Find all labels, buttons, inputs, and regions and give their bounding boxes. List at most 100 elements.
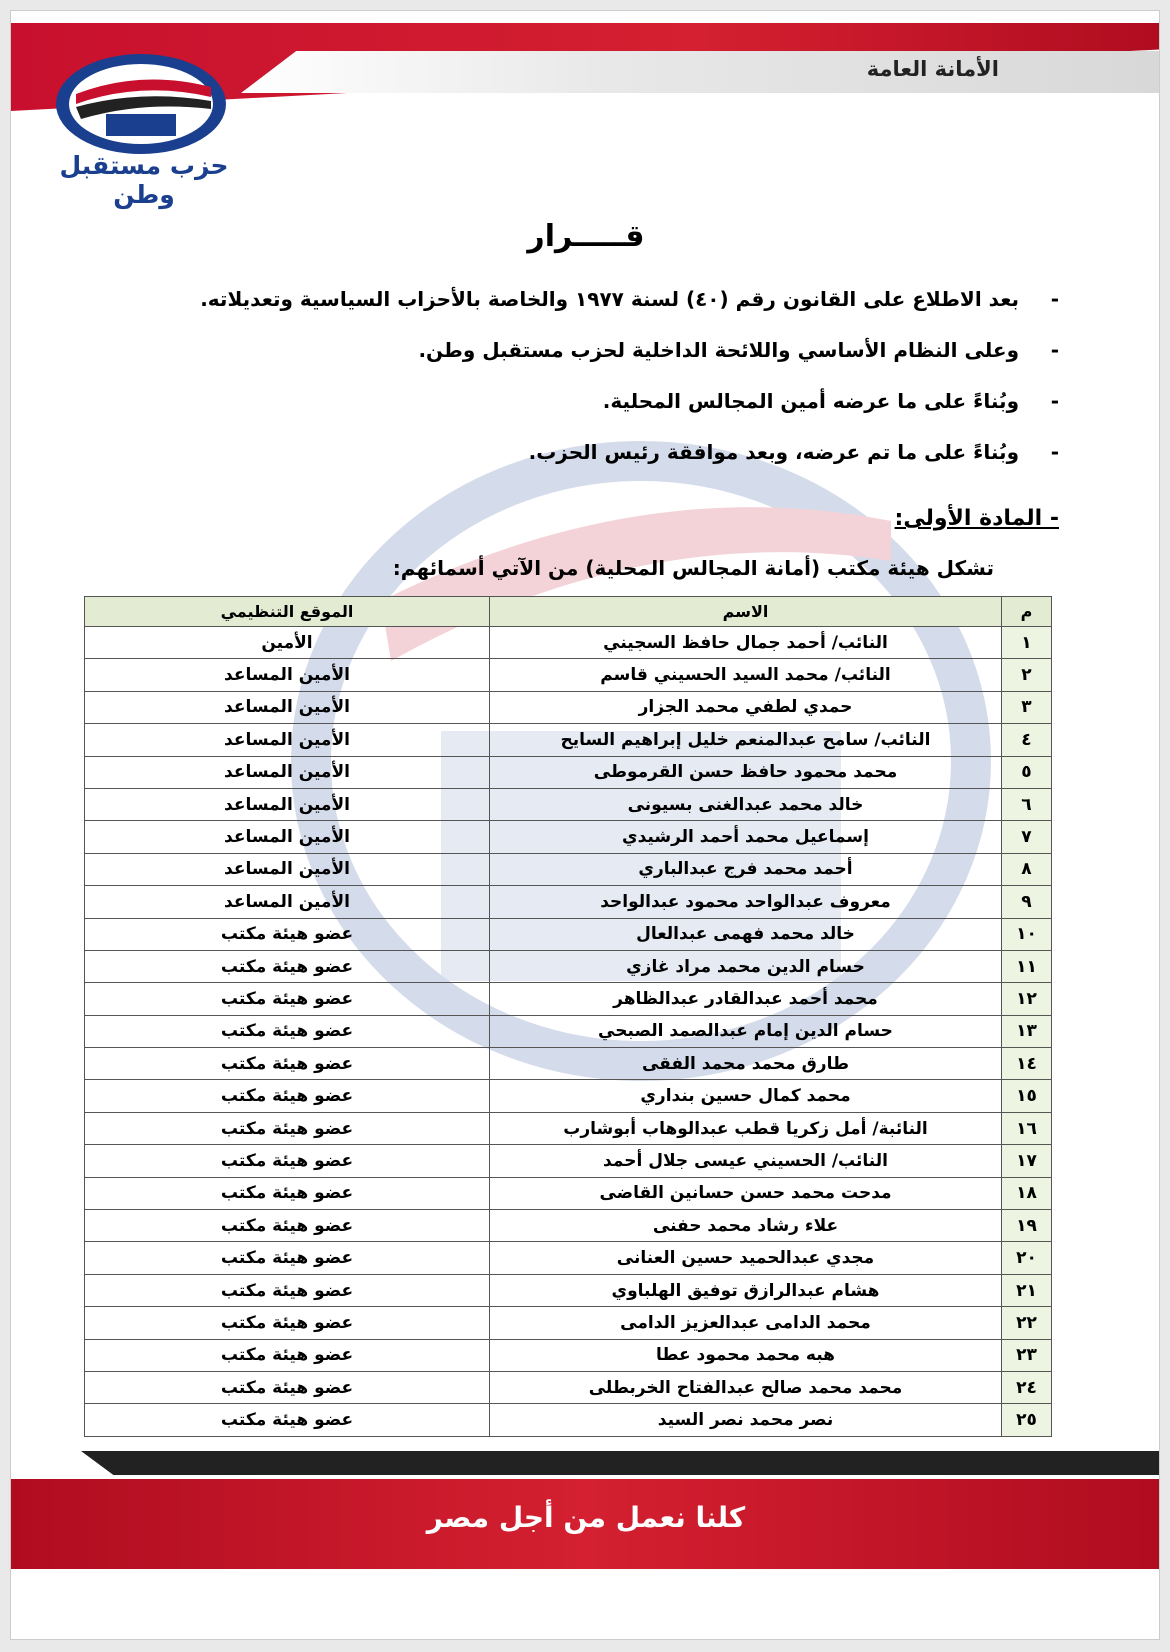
member-name: خالد محمد فهمى عبدالعال bbox=[489, 917, 1002, 951]
table-row: ١٥ محمد كمال حسين بنداري عضو هيئة مكتب bbox=[84, 1079, 1052, 1113]
member-name: حسام الدين محمد مراد غازي bbox=[489, 949, 1002, 984]
member-position: عضو هيئة مكتب bbox=[84, 1209, 490, 1243]
member-position: عضو هيئة مكتب bbox=[84, 1079, 490, 1113]
table-row: ٥ محمد محمود حافظ حسن القرموطى الأمين المس… bbox=[84, 755, 1052, 789]
member-position: عضو هيئة مكتب bbox=[84, 949, 490, 984]
member-name: إسماعيل محمد أحمد الرشيدي bbox=[489, 820, 1002, 854]
decision-title: قـــــرار bbox=[527, 219, 645, 254]
footer-dark-strip bbox=[81, 1451, 1159, 1475]
member-position: الأمين المساعد bbox=[84, 755, 490, 789]
member-position: الأمين المساعد bbox=[84, 820, 490, 854]
row-number: ٢٤ bbox=[1001, 1370, 1052, 1405]
row-number: ١٥ bbox=[1001, 1079, 1052, 1113]
row-number: ٣ bbox=[1001, 690, 1052, 725]
member-name: محمد محمد صالح عبدالفتاح الخربطلى bbox=[489, 1370, 1002, 1405]
row-number: ٨ bbox=[1001, 852, 1052, 887]
member-name: نصر محمد نصر السيد bbox=[489, 1403, 1002, 1437]
member-position: عضو هيئة مكتب bbox=[84, 1273, 490, 1308]
member-position: عضو هيئة مكتب bbox=[84, 982, 490, 1016]
member-name: خالد محمد عبدالغنى بسيونى bbox=[489, 787, 1002, 822]
preamble-list: -بعد الاطلاع على القانون رقم (٤٠) لسنة ١… bbox=[159, 279, 1059, 483]
party-name: حزب مستقبل وطن bbox=[59, 151, 229, 209]
row-number: ١٨ bbox=[1001, 1176, 1052, 1211]
member-position: عضو هيئة مكتب bbox=[84, 1144, 490, 1178]
article-heading: - المادة الأولى: bbox=[894, 506, 1059, 531]
member-name: هشام عبدالرازق توفيق الهلباوي bbox=[489, 1273, 1002, 1308]
member-name: محمد كمال حسين بنداري bbox=[489, 1079, 1002, 1113]
row-number: ٩ bbox=[1001, 885, 1052, 919]
member-name: مجدي عبدالحميد حسين العنانى bbox=[489, 1241, 1002, 1275]
member-position: عضو هيئة مكتب bbox=[84, 917, 490, 951]
preamble-item: -وعلى النظام الأساسي واللائحة الداخلية ل… bbox=[418, 338, 1059, 362]
table-row: ٩ معروف عبدالواحد محمود عبدالواحد الأمين ا… bbox=[84, 885, 1052, 919]
header-number: م bbox=[1001, 596, 1052, 627]
table-row: ٢٤ محمد محمد صالح عبدالفتاح الخربطلى عضو ه… bbox=[84, 1370, 1052, 1405]
party-logo-icon bbox=[56, 54, 226, 154]
header-name: الاسم bbox=[489, 596, 1002, 627]
department-label: الأمانة العامة bbox=[866, 57, 999, 81]
member-name: علاء رشاد محمد حفنى bbox=[489, 1209, 1002, 1243]
member-position: عضو هيئة مكتب bbox=[84, 1403, 490, 1437]
row-number: ١٢ bbox=[1001, 982, 1052, 1016]
row-number: ٢٠ bbox=[1001, 1241, 1052, 1275]
row-number: ٧ bbox=[1001, 820, 1052, 854]
table-row: ٧ إسماعيل محمد أحمد الرشيدي الأمين المساعد bbox=[84, 820, 1052, 854]
table-row: ٤ النائب/ سامح عبدالمنعم خليل إبراهيم الس… bbox=[84, 723, 1052, 757]
row-number: ١٧ bbox=[1001, 1144, 1052, 1178]
table-row: ١١ حسام الدين محمد مراد غازي عضو هيئة مكتب bbox=[84, 949, 1052, 984]
member-position: عضو هيئة مكتب bbox=[84, 1306, 490, 1340]
member-position: الأمين المساعد bbox=[84, 885, 490, 919]
member-name: هبه محمد محمود عطا bbox=[489, 1338, 1002, 1372]
member-name: النائب/ الحسيني عيسى جلال أحمد bbox=[489, 1144, 1002, 1178]
member-name: محمد أحمد عبدالقادر عبدالظاهر bbox=[489, 982, 1002, 1016]
table-row: ٢٥ نصر محمد نصر السيد عضو هيئة مكتب bbox=[84, 1403, 1052, 1437]
row-number: ١ bbox=[1001, 625, 1052, 660]
member-position: عضو هيئة مكتب bbox=[84, 1241, 490, 1275]
member-name: النائب/ محمد السيد الحسيني قاسم bbox=[489, 658, 1002, 692]
row-number: ١١ bbox=[1001, 949, 1052, 984]
member-position: الأمين المساعد bbox=[84, 658, 490, 692]
table-row: ١٦ النائبة/ أمل زكريا قطب عبدالوهاب أبوشا… bbox=[84, 1111, 1052, 1146]
member-name: طارق محمد محمد الفقى bbox=[489, 1047, 1002, 1081]
row-number: ٢٢ bbox=[1001, 1306, 1052, 1340]
header-position: الموقع التنظيمي bbox=[84, 596, 490, 627]
table-row: ١٤ طارق محمد محمد الفقى عضو هيئة مكتب bbox=[84, 1047, 1052, 1081]
table-row: ١٩ علاء رشاد محمد حفنى عضو هيئة مكتب bbox=[84, 1209, 1052, 1243]
table-row: ١٨ مدحت محمد حسن حسانين القاضى عضو هيئة مك… bbox=[84, 1176, 1052, 1211]
member-name: معروف عبدالواحد محمود عبدالواحد bbox=[489, 885, 1002, 919]
row-number: ١٦ bbox=[1001, 1111, 1052, 1146]
table-row: ٢٢ محمد الدامى عبدالعزيز الدامى عضو هيئة م… bbox=[84, 1306, 1052, 1340]
row-number: ١٠ bbox=[1001, 917, 1052, 951]
footer-red-band bbox=[11, 1479, 1159, 1569]
member-position: الأمين المساعد bbox=[84, 690, 490, 725]
member-position: عضو هيئة مكتب bbox=[84, 1014, 490, 1049]
document-page: الأمانة العامة حزب مستقبل وطن قـــــرار … bbox=[10, 10, 1160, 1640]
member-name: أحمد محمد فرج عبدالباري bbox=[489, 852, 1002, 887]
row-number: ٢٥ bbox=[1001, 1403, 1052, 1437]
row-number: ٢ bbox=[1001, 658, 1052, 692]
table-row: ٢ النائب/ محمد السيد الحسيني قاسم الأمين ا… bbox=[84, 658, 1052, 692]
member-position: الأمين المساعد bbox=[84, 852, 490, 887]
member-name: محمد محمود حافظ حسن القرموطى bbox=[489, 755, 1002, 789]
table-row: ٢٠ مجدي عبدالحميد حسين العنانى عضو هيئة مك… bbox=[84, 1241, 1052, 1275]
preamble-item: -بعد الاطلاع على القانون رقم (٤٠) لسنة ١… bbox=[200, 287, 1059, 311]
member-position: الأمين bbox=[84, 625, 490, 660]
member-position: عضو هيئة مكتب bbox=[84, 1047, 490, 1081]
article-intro: تشكل هيئة مكتب (أمانة المجالس المحلية) م… bbox=[392, 556, 994, 580]
table-row: ٢٣ هبه محمد محمود عطا عضو هيئة مكتب bbox=[84, 1338, 1052, 1372]
member-position: الأمين المساعد bbox=[84, 723, 490, 757]
member-position: عضو هيئة مكتب bbox=[84, 1176, 490, 1211]
row-number: ٤ bbox=[1001, 723, 1052, 757]
member-position: عضو هيئة مكتب bbox=[84, 1370, 490, 1405]
table-row: ٦ خالد محمد عبدالغنى بسيونى الأمين المساعد bbox=[84, 787, 1052, 822]
member-position: الأمين المساعد bbox=[84, 787, 490, 822]
table-row: ١٣ حسام الدين إمام عبدالصمد الصبحي عضو هيئ… bbox=[84, 1014, 1052, 1049]
member-name: حسام الدين إمام عبدالصمد الصبحي bbox=[489, 1014, 1002, 1049]
preamble-item: -وبُناءً على ما عرضه أمين المجالس المحلي… bbox=[602, 389, 1059, 413]
row-number: ٢٣ bbox=[1001, 1338, 1052, 1372]
table-row: ٨ أحمد محمد فرج عبدالباري الأمين المساعد bbox=[84, 852, 1052, 887]
header-gray-band bbox=[241, 51, 1159, 93]
table-row: ١ النائب/ أحمد جمال حافظ السجيني الأمين bbox=[84, 625, 1052, 660]
table-row: ١٠ خالد محمد فهمى عبدالعال عضو هيئة مكتب bbox=[84, 917, 1052, 951]
members-table: م الاسم الموقع التنظيمي ١ النائب/ أحمد جم… bbox=[84, 596, 1052, 1437]
